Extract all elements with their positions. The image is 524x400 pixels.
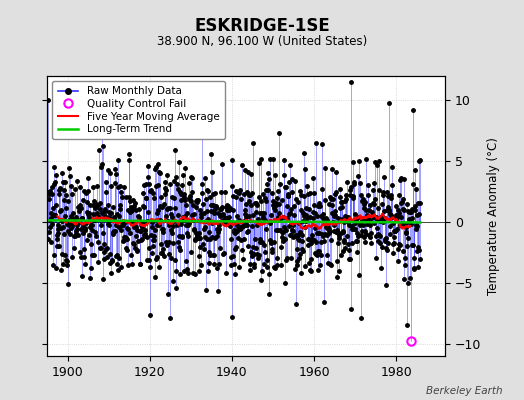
- Text: ESKRIDGE-1SE: ESKRIDGE-1SE: [194, 17, 330, 35]
- Text: 38.900 N, 96.100 W (United States): 38.900 N, 96.100 W (United States): [157, 36, 367, 48]
- Text: Berkeley Earth: Berkeley Earth: [427, 386, 503, 396]
- Legend: Raw Monthly Data, Quality Control Fail, Five Year Moving Average, Long-Term Tren: Raw Monthly Data, Quality Control Fail, …: [52, 81, 225, 140]
- Y-axis label: Temperature Anomaly (°C): Temperature Anomaly (°C): [487, 137, 500, 295]
